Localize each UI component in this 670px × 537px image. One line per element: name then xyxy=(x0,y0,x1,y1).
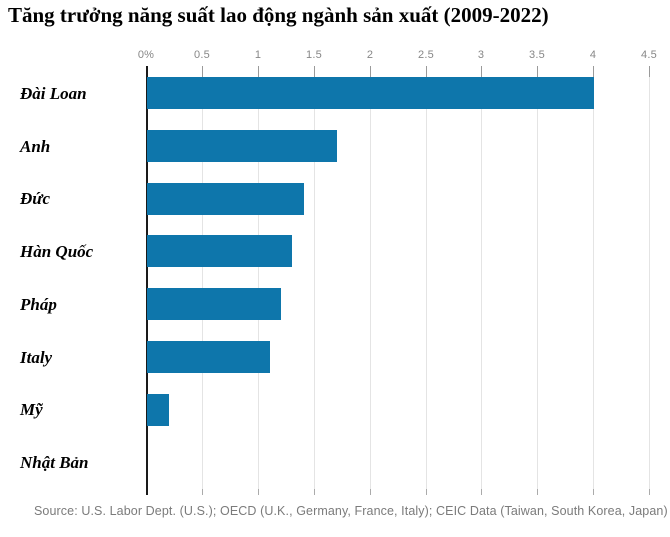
category-label: Italy xyxy=(20,347,53,367)
x-tick-label: 0% xyxy=(137,49,155,61)
x-tick-label: 1.5 xyxy=(306,49,322,61)
x-tick-mark xyxy=(481,489,482,495)
x-tick-mark xyxy=(537,66,538,77)
x-tick-mark xyxy=(370,66,371,77)
x-tick-label: 1 xyxy=(254,49,262,61)
x-tick-label: 3 xyxy=(477,49,485,61)
gridline xyxy=(593,77,594,489)
category-label: Mỹ xyxy=(20,399,43,419)
x-tick-mark xyxy=(258,66,259,77)
x-tick-mark xyxy=(481,66,482,77)
category-label: Hàn Quốc xyxy=(20,241,94,261)
x-tick-label: 4 xyxy=(589,49,597,61)
x-tick-mark xyxy=(426,66,427,77)
gridline xyxy=(258,77,259,489)
category-label: Đức xyxy=(20,188,51,208)
bar xyxy=(147,394,169,426)
bar xyxy=(147,183,304,215)
x-tick-mark xyxy=(202,489,203,495)
x-tick-mark xyxy=(370,489,371,495)
category-label: Pháp xyxy=(20,294,57,314)
x-tick-label: 2 xyxy=(366,49,374,61)
x-tick-mark xyxy=(593,489,594,495)
x-tick-label: 2.5 xyxy=(418,49,434,61)
gridline xyxy=(314,77,315,489)
bar xyxy=(147,77,594,109)
bar xyxy=(147,235,292,267)
x-tick-mark xyxy=(314,489,315,495)
x-tick-label: 3.5 xyxy=(529,49,545,61)
bar xyxy=(147,341,270,373)
x-tick-mark xyxy=(314,66,315,77)
category-label: Nhật Bản xyxy=(20,452,89,472)
gridline xyxy=(426,77,427,489)
category-label: Anh xyxy=(20,136,51,156)
x-tick-mark xyxy=(593,66,594,77)
gridline xyxy=(537,77,538,489)
gridline xyxy=(202,77,203,489)
x-tick-mark xyxy=(649,489,650,495)
x-tick-label: 0.5 xyxy=(194,49,210,61)
source-note: Source: U.S. Labor Dept. (U.S.); OECD (U… xyxy=(34,504,668,518)
x-tick-mark xyxy=(426,489,427,495)
bar xyxy=(147,130,337,162)
x-axis-zero-line xyxy=(146,66,148,495)
category-label: Đài Loan xyxy=(20,83,87,103)
x-tick-mark xyxy=(649,66,650,77)
x-tick-mark xyxy=(258,489,259,495)
gridline xyxy=(370,77,371,489)
x-tick-mark xyxy=(202,66,203,77)
gridline xyxy=(649,77,650,489)
chart-title: Tăng trưởng năng suất lao động ngành sản… xyxy=(8,3,549,27)
x-tick-mark xyxy=(537,489,538,495)
bar xyxy=(147,288,281,320)
gridline xyxy=(481,77,482,489)
x-tick-label: 4.5 xyxy=(641,49,657,61)
